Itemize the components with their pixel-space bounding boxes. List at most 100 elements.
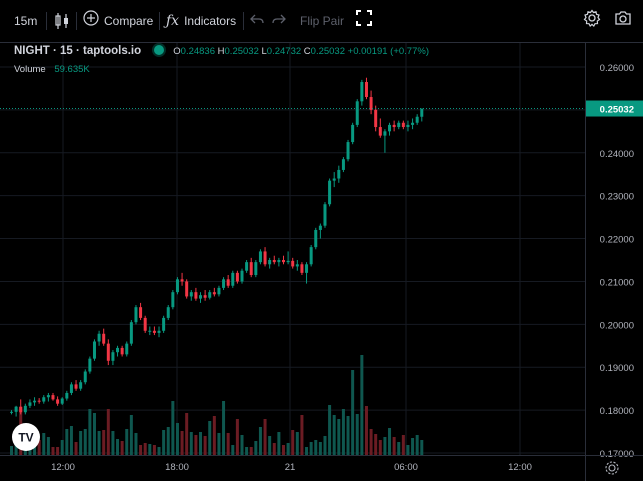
volume-bar [139,445,143,455]
candle-body [65,392,69,399]
candle-body [111,352,115,361]
volume-bar [208,421,212,455]
candle-body [258,251,262,263]
price-chart[interactable]: 0.260000.250000.240000.230000.220000.210… [0,43,643,481]
fullscreen-icon [356,9,372,33]
volume-bar [415,435,419,455]
volume-bar [14,441,18,455]
volume-bar [341,409,345,455]
volume-bar [291,430,295,455]
candle-body [337,169,341,179]
candle-body [14,406,18,412]
candle-body [411,122,415,125]
y-tick-label: 0.23000 [600,192,634,203]
volume-bar [314,440,318,455]
change-value: +0.00191 (+0.77%) [347,46,429,57]
plus-circle-icon [83,9,99,33]
candle-body [19,406,23,413]
x-tick-label: 12:00 [51,462,75,473]
candle-body [74,384,78,389]
volume-bar [102,430,106,455]
candle-body [189,292,193,297]
candle-body [309,247,313,265]
ohlc-values: O0.24836 H0.25032 L0.24732 C0.25032 +0.0… [173,46,429,57]
volume-bar [300,415,304,455]
volume-bar [254,441,258,455]
y-tick-label: 0.17000 [600,449,634,460]
volume-bar [323,436,327,455]
screenshot-button[interactable] [614,10,632,32]
volume-bar [388,428,392,455]
volume-bar [92,413,96,455]
candle-body [199,295,203,299]
candle-body [245,262,249,271]
candle-body [46,395,50,398]
chart-type-button[interactable] [54,10,70,32]
candle-body [351,124,355,143]
status-dot-icon [154,45,165,56]
chart-area[interactable]: 0.260000.250000.240000.230000.220000.210… [0,43,643,481]
candle-body [88,358,92,372]
volume-bar [411,438,415,455]
candle-body [374,109,378,128]
interval-button[interactable]: 15m [14,10,37,32]
volume-bar [245,447,249,455]
candle-body [139,307,143,318]
volume-bar [337,419,341,455]
close-value: 0.25032 [310,46,345,57]
candle-body [120,347,124,355]
volume-bar [83,429,87,455]
volume-bar [392,437,396,455]
candle-body [42,397,46,402]
open-value: 0.24836 [180,46,215,57]
toolbar-divider [46,12,47,30]
candle-body [37,400,41,402]
compare-button[interactable]: Compare [83,9,154,33]
compare-label: Compare [104,14,154,28]
volume-bar [332,415,336,455]
candle-body [272,260,276,263]
low-value: 0.24732 [266,46,302,57]
candle-body [217,287,221,295]
volume-key: Volume [14,64,46,75]
volume-bar [56,447,60,455]
y-tick-label: 0.20000 [600,320,634,331]
candle-body [263,251,267,265]
y-tick-label: 0.21000 [600,277,634,288]
volume-bar [286,443,290,455]
volume-bar [295,432,299,455]
flip-pair-button[interactable]: Flip Pair [300,10,344,32]
candle-body [10,411,13,413]
symbol-title: NIGHT · 15 · taptools.io [14,45,142,57]
volume-bar [309,442,313,455]
volume-bar [268,436,272,455]
candle-body [102,333,106,344]
fullscreen-button[interactable] [356,9,372,33]
candle-body [332,178,336,181]
undo-button[interactable] [250,10,264,32]
volume-bar [148,444,152,455]
candle-body [83,371,87,383]
volume-bar [240,435,244,455]
indicators-button[interactable]: ƒx Indicators [166,10,236,32]
candle-body [231,272,235,286]
volume-bar [120,441,124,455]
volume-bar [203,436,207,455]
x-tick-label: 18:00 [165,462,189,473]
flip-pair-label: Flip Pair [300,14,345,28]
settings-button[interactable] [583,9,601,32]
candle-body [194,292,198,299]
volume-bar [88,409,92,455]
volume-bar [355,414,359,455]
volume-bar [235,419,239,455]
candle-body [328,180,332,205]
x-tick-label: 06:00 [394,462,418,473]
candle-body [185,281,189,297]
candle-body [166,307,170,318]
volume-bar [10,446,13,455]
candle-body [69,384,73,393]
axis-settings-icon[interactable] [605,461,619,475]
candle-body [314,229,318,248]
redo-button[interactable] [272,10,286,32]
x-tick-label: 12:00 [508,462,532,473]
